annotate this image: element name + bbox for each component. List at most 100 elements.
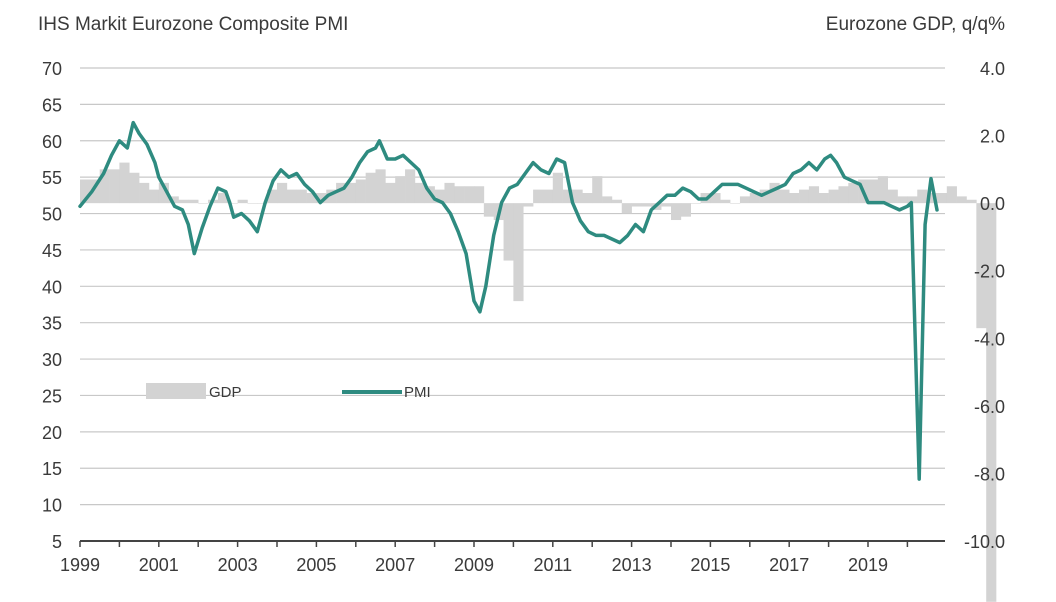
x-tick-label: 2015 (690, 555, 730, 575)
gdp-bar (168, 196, 179, 204)
gdp-bar (887, 189, 898, 204)
gdp-bar (917, 189, 928, 204)
gdp-bar (986, 203, 997, 602)
gdp-bar (690, 203, 701, 204)
gdp-bar (257, 203, 268, 204)
left-tick-label: 15 (42, 459, 62, 479)
x-tick-label: 2017 (769, 555, 809, 575)
gdp-bar (464, 186, 475, 204)
gdp-bar (267, 189, 278, 204)
gdp-bar (148, 189, 160, 204)
right-tick-label: -6.0 (974, 397, 1005, 417)
right-tick-label: -8.0 (974, 464, 1005, 484)
left-tick-label: 70 (42, 59, 62, 79)
legend-pmi-label: PMI (404, 384, 431, 401)
gdp-bar (789, 193, 800, 204)
left-tick-label: 25 (42, 386, 62, 406)
gridlines (80, 67, 945, 506)
gdp-bar (286, 189, 297, 204)
right-axis-title: Eurozone GDP, q/q% (826, 14, 1005, 35)
x-tick-label: 2001 (139, 555, 179, 575)
right-tick-label: -4.0 (974, 329, 1005, 349)
x-tick-label: 2013 (612, 555, 652, 575)
left-tick-label: 50 (42, 205, 62, 225)
gdp-bar (542, 189, 554, 204)
gdp-bar (326, 189, 337, 204)
left-tick-label: 20 (42, 423, 62, 443)
left-tick-label: 40 (42, 277, 62, 297)
right-tick-label: 4.0 (980, 59, 1005, 79)
gdp-bar (759, 189, 770, 204)
gdp-bar (513, 203, 524, 302)
right-tick-label: -2.0 (974, 262, 1005, 282)
axes: 7065605550454035302520151054.02.00.0-2.0… (42, 59, 1005, 575)
gdp-bar (316, 193, 327, 204)
gdp-bar (474, 186, 485, 204)
gdp-bar (749, 193, 760, 204)
gdp-bar (139, 182, 150, 204)
gdp-bar (503, 203, 514, 261)
x-tick-label: 2011 (533, 555, 572, 575)
gdp-bar (602, 196, 613, 204)
gdp-bar (611, 199, 623, 204)
gdp-bar (306, 193, 317, 204)
gdp-bar (405, 169, 416, 204)
gdp-bar (592, 176, 603, 204)
left-tick-label: 10 (42, 496, 62, 516)
gdp-bar (395, 176, 406, 204)
gdp-bar (217, 193, 229, 204)
gdp-bar (345, 182, 357, 204)
gdp-bar (582, 193, 593, 204)
gdp-bar (385, 182, 396, 204)
gdp-bars (80, 162, 997, 602)
left-tick-label: 65 (42, 95, 62, 115)
gdp-bar (907, 196, 918, 204)
gdp-bar (375, 169, 386, 204)
gdp-bar (897, 196, 908, 204)
gdp-bar (966, 199, 977, 204)
gdp-bar (680, 203, 691, 217)
gdp-bar (720, 199, 731, 204)
legend-gdp-label: GDP (209, 384, 242, 401)
gdp-bar (109, 169, 120, 204)
left-tick-label: 30 (42, 350, 62, 370)
right-tick-label: 0.0 (980, 194, 1005, 214)
x-tick-label: 2007 (375, 555, 415, 575)
gdp-bar (119, 162, 130, 204)
gdp-bar (365, 172, 376, 204)
gdp-bar (483, 203, 494, 217)
gdp-bar (129, 172, 140, 204)
gdp-bar (927, 193, 938, 204)
x-tick-label: 2009 (454, 555, 494, 575)
gdp-bar (799, 189, 810, 204)
gdp-bar (641, 203, 652, 207)
gdp-bar (247, 203, 258, 204)
gdp-bar (444, 182, 455, 204)
gdp-bar (631, 203, 642, 207)
gdp-bar (158, 182, 169, 204)
gdp-bar (188, 199, 199, 204)
gdp-bar (848, 182, 859, 204)
gdp-bar (739, 196, 751, 204)
gdp-bar (661, 203, 672, 207)
gdp-bar (562, 189, 573, 204)
gdp-bar (818, 193, 829, 204)
left-tick-label: 60 (42, 132, 62, 152)
gdp-bar (572, 189, 583, 204)
gdp-bar (89, 179, 100, 204)
gdp-bar (237, 199, 248, 204)
gdp-bar (956, 196, 967, 204)
gdp-bar (976, 203, 987, 329)
gdp-bar (552, 172, 563, 204)
left-axis-title: IHS Markit Eurozone Composite PMI (38, 14, 348, 35)
gdp-bar (936, 193, 948, 204)
gdp-bar (769, 182, 780, 204)
right-tick-label: -10.0 (964, 532, 1005, 552)
x-tick-label: 2019 (848, 555, 888, 575)
left-tick-label: 55 (42, 168, 62, 188)
gdp-bar (868, 179, 879, 204)
left-tick-label: 5 (52, 532, 62, 552)
gdp-bar (99, 169, 110, 204)
x-tick-label: 1999 (60, 555, 100, 575)
